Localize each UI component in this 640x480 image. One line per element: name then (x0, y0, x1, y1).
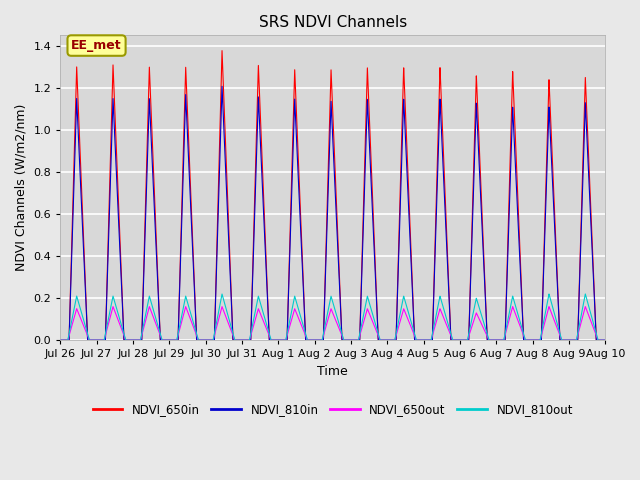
NDVI_810in (602, 337, 609, 343)
NDVI_810in (600, 337, 607, 343)
NDVI_810in (167, 337, 175, 343)
NDVI_810in (260, 229, 268, 235)
NDVI_810out (600, 337, 607, 343)
NDVI_650in (486, 337, 493, 343)
NDVI_650in (167, 337, 175, 343)
NDVI_810in (56, 337, 64, 343)
NDVI_650in (218, 48, 226, 53)
NDVI_650in (600, 337, 607, 343)
NDVI_810out (602, 337, 609, 343)
NDVI_810out (167, 337, 175, 343)
NDVI_810out (408, 322, 416, 328)
Legend: NDVI_650in, NDVI_810in, NDVI_650out, NDVI_810out: NDVI_650in, NDVI_810in, NDVI_650out, NDV… (88, 398, 578, 420)
NDVI_650out (56, 337, 64, 343)
NDVI_810out (582, 291, 589, 297)
NDVI_810in (173, 337, 180, 343)
NDVI_650out (408, 326, 416, 332)
NDVI_650out (582, 304, 589, 310)
NDVI_650out (260, 321, 268, 326)
NDVI_650in (260, 215, 268, 221)
NDVI_650out (486, 337, 493, 343)
NDVI_810out (173, 337, 180, 343)
NDVI_810out (260, 314, 268, 320)
NDVI_650in (173, 337, 180, 343)
NDVI_810out (56, 337, 64, 343)
Title: SRS NDVI Channels: SRS NDVI Channels (259, 15, 407, 30)
NDVI_650out (600, 337, 607, 343)
Line: NDVI_650out: NDVI_650out (60, 307, 605, 340)
NDVI_650in (56, 337, 64, 343)
NDVI_810in (218, 84, 226, 89)
NDVI_650out (173, 337, 180, 343)
Line: NDVI_810in: NDVI_810in (60, 86, 605, 340)
Text: EE_met: EE_met (71, 39, 122, 52)
X-axis label: Time: Time (317, 365, 348, 378)
Line: NDVI_650in: NDVI_650in (60, 50, 605, 340)
NDVI_810out (486, 337, 493, 343)
NDVI_810in (408, 280, 416, 286)
NDVI_810in (486, 337, 493, 343)
NDVI_650out (602, 337, 609, 343)
Line: NDVI_810out: NDVI_810out (60, 294, 605, 340)
NDVI_650in (408, 273, 416, 279)
Y-axis label: NDVI Channels (W/m2/nm): NDVI Channels (W/m2/nm) (15, 104, 28, 272)
NDVI_650out (167, 337, 175, 343)
NDVI_650in (602, 337, 609, 343)
